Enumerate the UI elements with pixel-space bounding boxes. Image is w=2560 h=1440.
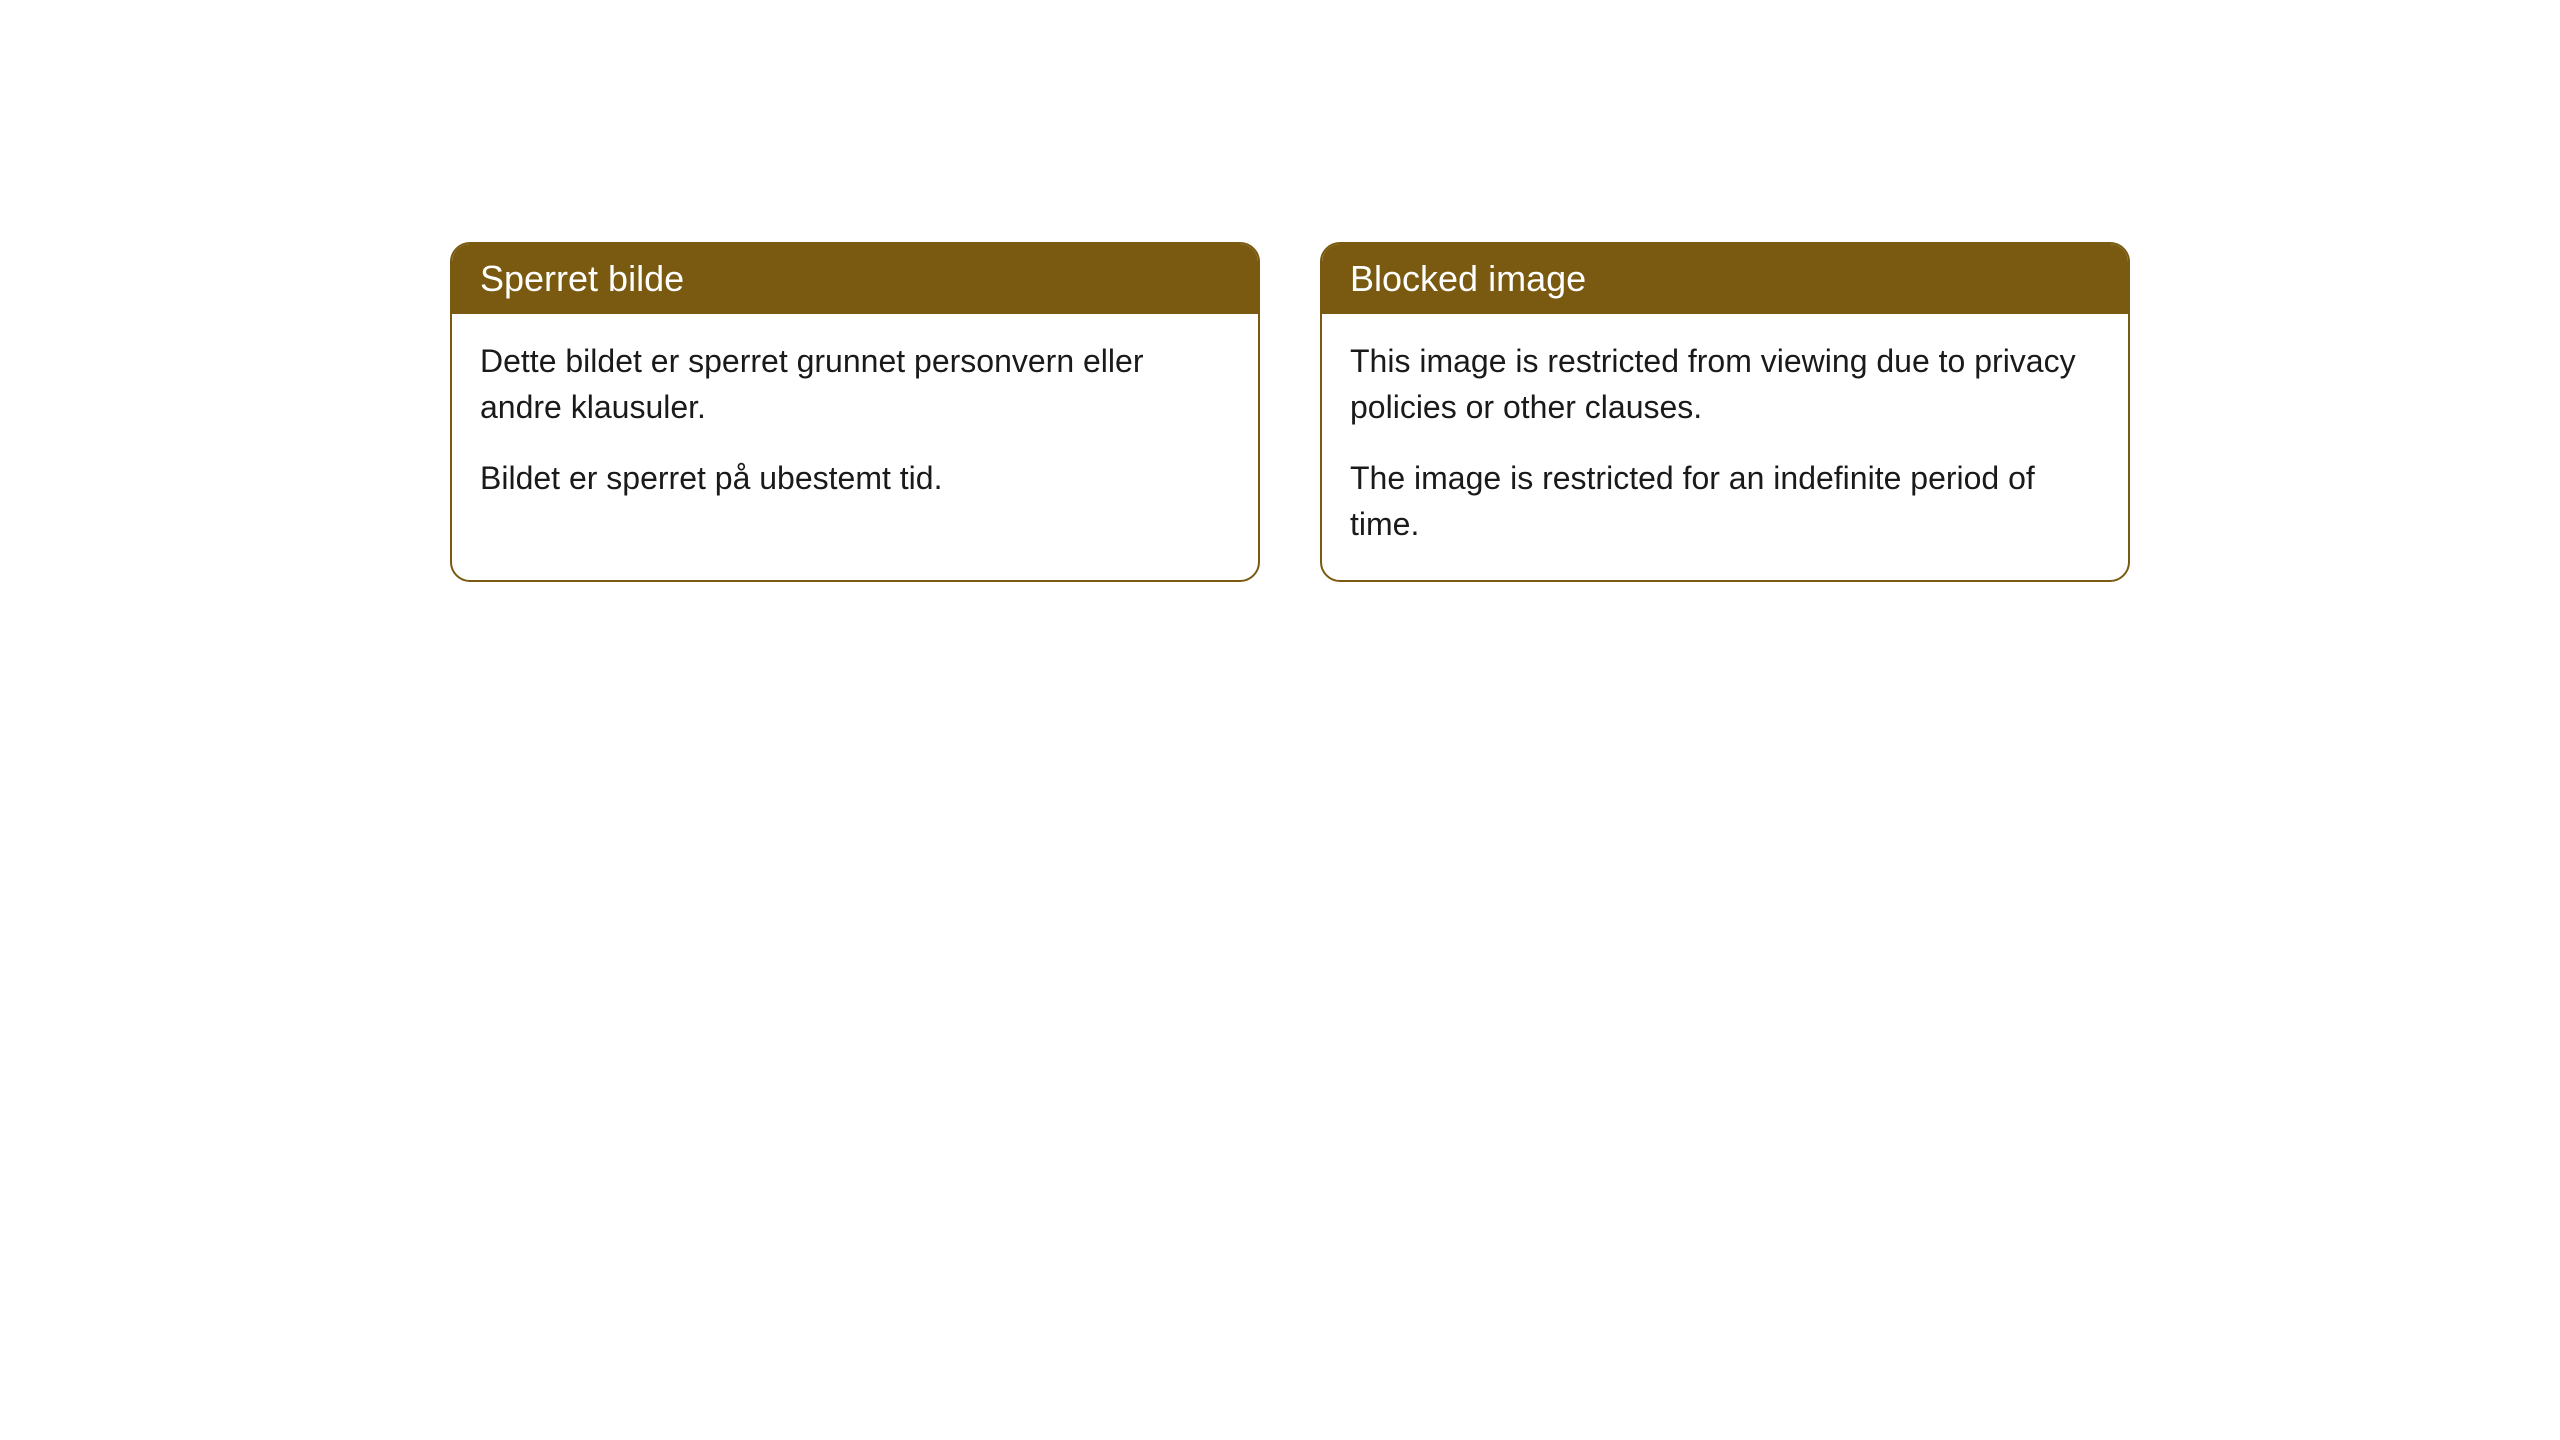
card-body-english: This image is restricted from viewing du…	[1322, 314, 2128, 580]
card-title-english: Blocked image	[1350, 258, 1586, 299]
card-title-norwegian: Sperret bilde	[480, 258, 684, 299]
card-paragraph1-english: This image is restricted from viewing du…	[1350, 338, 2100, 431]
card-header-english: Blocked image	[1322, 244, 2128, 314]
card-body-norwegian: Dette bildet er sperret grunnet personve…	[452, 314, 1258, 533]
card-paragraph2-english: The image is restricted for an indefinit…	[1350, 455, 2100, 548]
card-header-norwegian: Sperret bilde	[452, 244, 1258, 314]
card-norwegian: Sperret bilde Dette bildet er sperret gr…	[450, 242, 1260, 582]
card-paragraph1-norwegian: Dette bildet er sperret grunnet personve…	[480, 338, 1230, 431]
card-paragraph2-norwegian: Bildet er sperret på ubestemt tid.	[480, 455, 1230, 501]
cards-container: Sperret bilde Dette bildet er sperret gr…	[450, 242, 2130, 582]
card-english: Blocked image This image is restricted f…	[1320, 242, 2130, 582]
